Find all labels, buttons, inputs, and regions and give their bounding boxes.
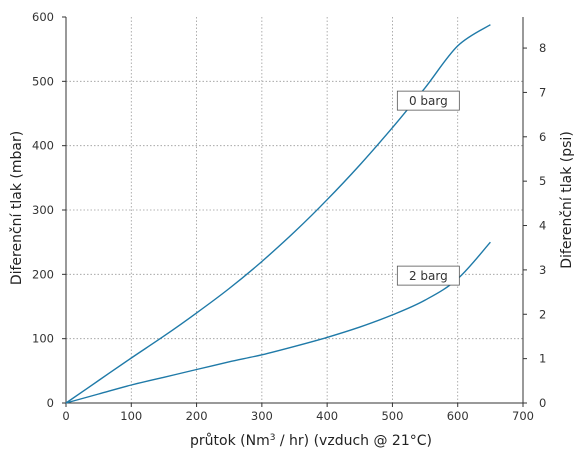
axes <box>62 16 527 407</box>
y-tick-label: 0 <box>47 396 54 410</box>
y2-tick-label: 6 <box>539 130 546 144</box>
x-tick-label: 200 <box>186 409 208 423</box>
series-label-0-barg: 0 barg <box>409 94 448 108</box>
y2-tick-label: 3 <box>539 263 546 277</box>
y2-tick-label: 7 <box>539 85 546 99</box>
y-axis-title: Diferenční tlak (mbar) <box>9 131 25 285</box>
y-tick-label: 100 <box>32 332 54 346</box>
series-labels: 0 barg 2 barg <box>396 90 460 286</box>
x-tick-label: 500 <box>381 409 403 423</box>
y2-tick-label: 4 <box>539 219 546 233</box>
series-label-2-barg: 2 barg <box>409 269 448 283</box>
x-tick-label: 0 <box>62 409 69 423</box>
y2-tick-label: 2 <box>539 307 546 321</box>
x-tick-label: 100 <box>120 409 142 423</box>
x-tick-label: 300 <box>251 409 273 423</box>
y2-tick-label: 0 <box>539 396 546 410</box>
y2-tick-label: 1 <box>539 352 546 366</box>
series-label-box <box>396 265 460 286</box>
x-tick-label: 400 <box>316 409 338 423</box>
grid <box>66 17 523 403</box>
y-tick-label: 200 <box>32 267 54 281</box>
y-tick-label: 400 <box>32 139 54 153</box>
y2-axis-title: Diferenční tlak (psi) <box>559 131 575 269</box>
series-label-box <box>396 90 460 111</box>
x-tick-label: 700 <box>512 409 534 423</box>
y2-tick-label: 8 <box>539 41 546 55</box>
y2-tick-label: 5 <box>539 174 546 188</box>
y-tick-label: 500 <box>32 74 54 88</box>
x-axis-title: průtok (Nm3 / hr) (vzduch @ 21°C) <box>190 433 432 449</box>
series-line-2-barg <box>65 241 491 404</box>
y-tick-label: 600 <box>32 10 54 24</box>
y-tick-label: 300 <box>32 203 54 217</box>
tick-labels: 0 100 200 300 400 500 600 700010020030040050060… <box>32 10 546 423</box>
x-tick-label: 600 <box>447 409 469 423</box>
